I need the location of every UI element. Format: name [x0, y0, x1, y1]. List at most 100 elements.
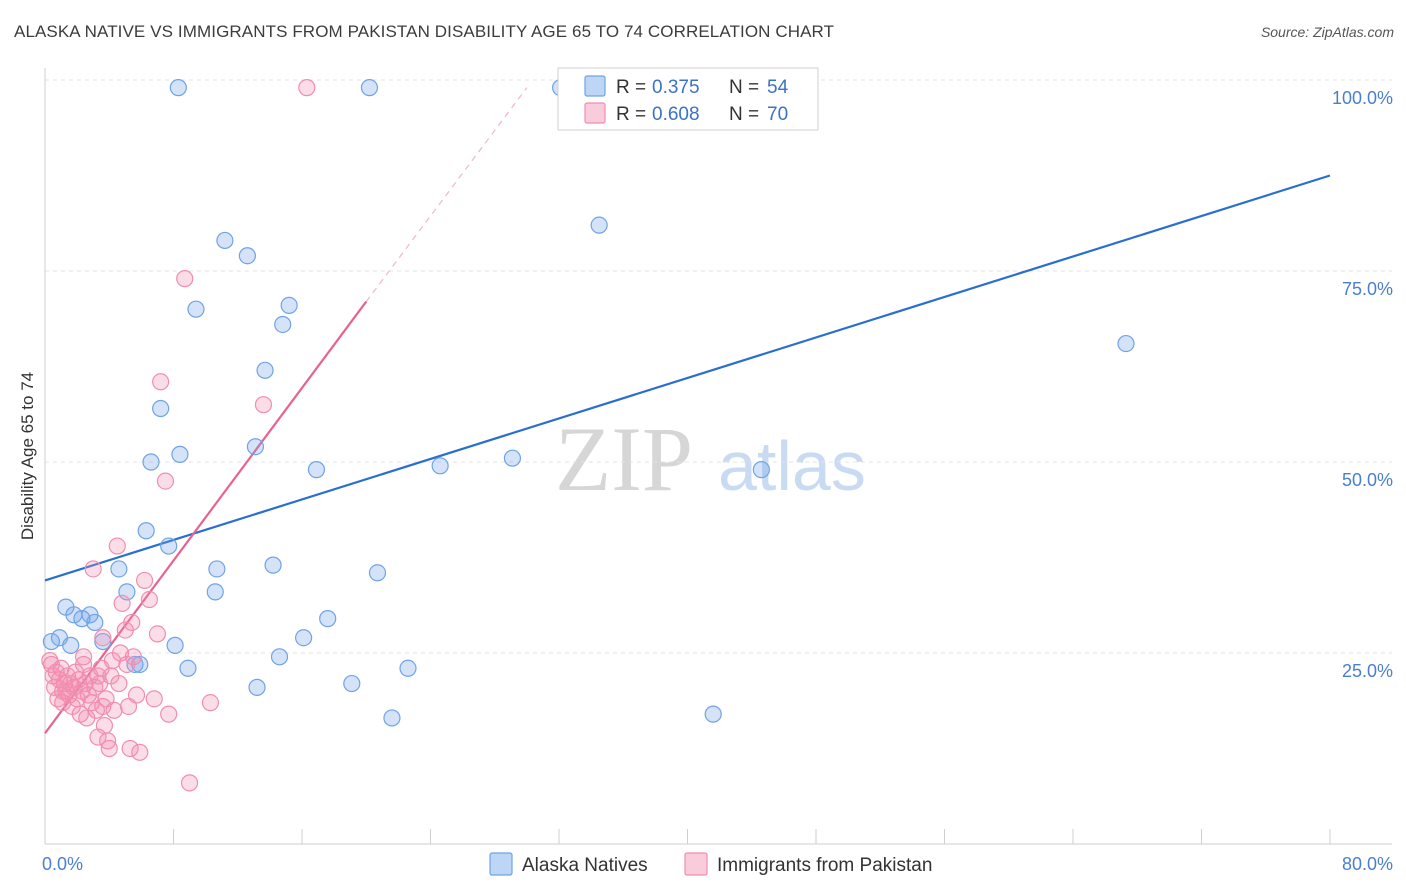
point-pakistan — [123, 613, 141, 632]
watermark-zip: ZIP — [555, 408, 693, 510]
point-pakistan — [201, 694, 220, 712]
point-alaska — [399, 659, 417, 677]
point-alaska — [280, 296, 298, 314]
point-pakistan — [298, 79, 316, 97]
point-pakistan — [160, 705, 178, 723]
bottom-legend: Alaska Natives Immigrants from Pakistan — [489, 852, 932, 876]
point-pakistan — [54, 682, 72, 700]
point-pakistan — [89, 667, 107, 685]
point-pakistan — [110, 674, 128, 693]
point-alaska — [179, 659, 197, 677]
point-alaska — [752, 461, 770, 479]
x-tick-label: 80.0% — [1342, 854, 1393, 874]
point-alaska — [110, 560, 128, 578]
point-alaska — [152, 399, 170, 418]
point-pakistan — [131, 743, 149, 761]
point-pakistan — [148, 625, 167, 643]
point-alaska — [704, 705, 722, 723]
point-alaska — [86, 613, 104, 632]
point-alaska — [171, 445, 189, 463]
legend-r-label: R = — [616, 77, 646, 98]
trend-line-alaska — [44, 174, 1331, 582]
point-pakistan — [180, 774, 199, 792]
point-pakistan — [108, 537, 126, 555]
point-alaska — [256, 361, 274, 379]
point-pakistan — [176, 270, 194, 288]
y-tick-label: 75.0% — [1342, 279, 1393, 299]
point-alaska — [73, 610, 91, 628]
point-pakistan — [100, 739, 118, 758]
point-pakistan — [118, 655, 136, 674]
x-tick-label: 0.0% — [42, 854, 83, 874]
point-pakistan — [254, 396, 273, 414]
point-pakistan — [113, 594, 131, 612]
point-alaska — [216, 231, 234, 250]
point-alaska — [62, 636, 80, 654]
data-points — [41, 79, 1135, 792]
point-alaska — [187, 300, 205, 318]
legend-swatch-alaska — [584, 75, 606, 97]
y-tick-label: 25.0% — [1342, 661, 1393, 681]
watermark-atlas: atlas — [718, 427, 866, 505]
point-alaska — [169, 79, 187, 97]
point-alaska — [307, 461, 326, 479]
legend-n-label: N = — [729, 104, 759, 125]
point-pakistan — [145, 690, 163, 708]
point-alaska — [160, 537, 178, 555]
legend-r-label: R = — [616, 104, 646, 125]
bottom-legend-pakistan: Immigrants from Pakistan — [717, 855, 932, 876]
point-alaska — [360, 79, 379, 97]
point-pakistan — [140, 590, 159, 609]
point-pakistan — [135, 571, 154, 590]
point-alaska — [208, 560, 226, 578]
legend-n-label: N = — [729, 77, 759, 98]
point-alaska — [383, 709, 401, 727]
point-alaska — [295, 629, 313, 647]
point-alaska — [503, 449, 522, 467]
gridlines — [45, 79, 1392, 654]
point-alaska — [94, 632, 112, 651]
trend-line-pakistan-extension — [365, 87, 528, 302]
point-pakistan — [152, 373, 170, 391]
point-alaska — [1117, 334, 1135, 353]
point-alaska — [206, 583, 224, 601]
source-credit: Source: ZipAtlas.com — [1260, 24, 1394, 40]
bottom-legend-swatch-alaska — [489, 852, 513, 876]
legend-swatch-pakistan — [584, 102, 606, 124]
point-alaska — [238, 247, 256, 265]
point-alaska — [431, 457, 449, 475]
tick-labels: 25.0% 50.0% 75.0% 100.0% 0.0% 80.0% — [42, 88, 1393, 874]
legend-r-value-pakistan: 0.608 — [652, 104, 700, 125]
y-axis-label: Disability Age 65 to 74 — [18, 372, 37, 540]
point-pakistan — [94, 629, 112, 647]
bottom-legend-alaska: Alaska Natives — [522, 855, 648, 876]
bottom-legend-swatch-pakistan — [684, 852, 708, 876]
chart-title: ALASKA NATIVE VS IMMIGRANTS FROM PAKISTA… — [14, 22, 835, 41]
point-alaska — [42, 632, 61, 651]
point-pakistan — [156, 472, 175, 490]
point-alaska — [368, 564, 387, 582]
point-pakistan — [74, 648, 93, 666]
legend-n-value-pakistan: 70 — [767, 104, 788, 125]
point-pakistan — [47, 663, 65, 681]
point-alaska — [166, 636, 184, 654]
legend-n-value-alaska: 54 — [767, 77, 789, 98]
point-alaska — [319, 610, 337, 628]
axes — [44, 68, 1392, 845]
point-alaska — [246, 438, 265, 456]
point-pakistan — [127, 686, 146, 704]
point-pakistan — [121, 739, 139, 758]
point-pakistan — [84, 560, 102, 578]
legend-r-value-alaska: 0.375 — [652, 77, 700, 98]
point-pakistan — [105, 701, 123, 719]
point-alaska — [248, 678, 266, 696]
point-alaska — [264, 556, 282, 574]
legend: R = 0.375 N = 54 R = 0.608 N = 70 — [557, 67, 819, 131]
point-alaska — [343, 674, 361, 693]
point-pakistan — [95, 716, 114, 735]
point-alaska — [142, 453, 160, 471]
point-alaska — [274, 315, 292, 334]
point-alaska — [137, 522, 155, 540]
point-alaska — [590, 216, 608, 234]
